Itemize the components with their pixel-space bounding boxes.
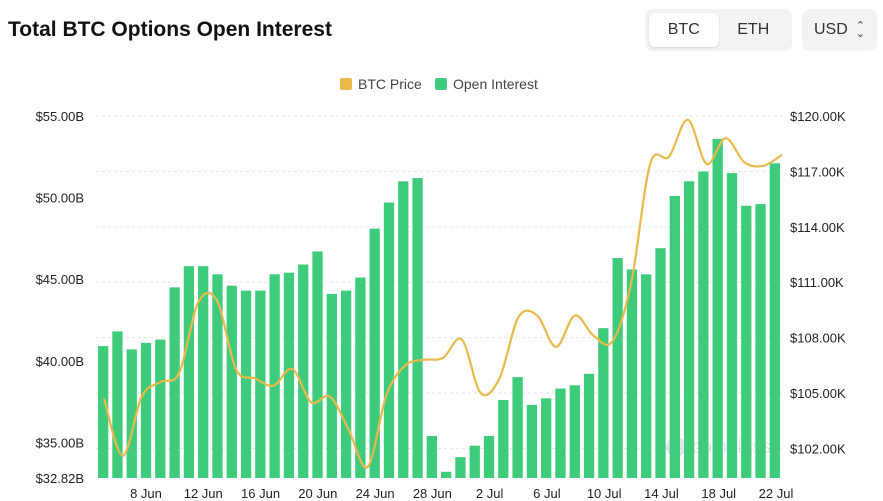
x-tick-10: 18 Jul <box>701 486 736 501</box>
right-tick-5: $105.00K <box>790 386 846 401</box>
bar-open-interest-4[interactable] <box>155 339 166 478</box>
x-tick-8: 10 Jul <box>587 486 622 501</box>
bar-open-interest-43[interactable] <box>712 138 723 478</box>
bar-open-interest-29[interactable] <box>512 377 523 478</box>
bar-open-interest-31[interactable] <box>541 398 552 478</box>
page-title: Total BTC Options Open Interest <box>8 18 332 41</box>
legend-label-btc-price[interactable]: BTC Price <box>358 76 422 92</box>
bar-open-interest-14[interactable] <box>298 264 309 478</box>
bar-open-interest-41[interactable] <box>683 181 695 478</box>
bar-open-interest-28[interactable] <box>498 399 509 478</box>
bar-open-interest-6[interactable] <box>183 266 195 478</box>
bar-open-interest-0[interactable] <box>98 346 109 478</box>
legend-swatch-open-interest <box>435 78 447 90</box>
bar-open-interest-22[interactable] <box>412 178 423 478</box>
chevron-updown-icon: ⌃ ⌄ <box>855 20 865 40</box>
x-tick-7: 6 Jul <box>533 486 561 501</box>
bar-open-interest-10[interactable] <box>240 290 252 478</box>
bar-open-interest-32[interactable] <box>555 388 566 478</box>
bar-open-interest-7[interactable] <box>198 266 209 478</box>
bar-open-interest-21[interactable] <box>398 181 409 478</box>
bar-open-interest-1[interactable] <box>112 331 123 478</box>
bar-open-interest-5[interactable] <box>169 287 180 478</box>
right-tick-0: $120.00K <box>790 109 846 124</box>
right-tick-1: $117.00K <box>790 164 845 179</box>
grid-lines <box>96 115 782 449</box>
bar-open-interest-13[interactable] <box>283 272 295 478</box>
left-tick-4: $35.00B <box>36 435 84 450</box>
bar-open-interest-35[interactable] <box>598 328 609 478</box>
bar-open-interest-42[interactable] <box>698 171 709 478</box>
left-tick-5: $32.82B <box>36 471 84 486</box>
bar-open-interest-34[interactable] <box>583 373 595 478</box>
x-tick-9: 14 Jul <box>644 486 679 501</box>
bar-open-interest-47[interactable] <box>769 163 780 478</box>
right-tick-3: $111.00K <box>790 275 844 290</box>
left-tick-0: $55.00B <box>36 109 84 124</box>
tab-btc[interactable]: BTC <box>649 13 719 47</box>
right-tick-6: $102.00K <box>790 441 846 456</box>
bar-open-interest-15[interactable] <box>312 251 323 478</box>
right-axis: $120.00K $117.00K $114.00K $111.00K $108.00K… <box>790 109 846 456</box>
bar-open-interest-44[interactable] <box>726 173 738 478</box>
x-tick-6: 2 Jul <box>476 486 504 501</box>
bar-open-interest-40[interactable] <box>669 195 680 478</box>
x-tick-3: 20 Jun <box>298 486 337 501</box>
x-tick-0: 8 Jun <box>130 486 162 501</box>
asset-toggle: BTC ETH <box>645 9 792 51</box>
left-axis: $55.00B $50.00B $45.00B $40.00B $35.00B $32.8… <box>36 109 84 486</box>
currency-select[interactable]: USD ⌃ ⌄ <box>802 9 877 51</box>
bar-open-interest-12[interactable] <box>269 274 280 478</box>
bar-open-interest-9[interactable] <box>226 285 237 478</box>
bar-open-interest-3[interactable] <box>140 342 152 478</box>
currency-value: USD <box>814 21 848 38</box>
left-tick-1: $50.00B <box>36 191 84 206</box>
bar-open-interest-20[interactable] <box>383 202 395 479</box>
bar-open-interest-8[interactable] <box>212 274 223 478</box>
bar-open-interest-36[interactable] <box>612 257 623 478</box>
bar-open-interest-23[interactable] <box>426 435 437 478</box>
x-tick-5: 28 Jun <box>413 486 452 501</box>
btc-price-line[interactable] <box>102 118 783 469</box>
legend-label-open-interest[interactable]: Open Interest <box>453 76 538 92</box>
x-tick-1: 12 Jun <box>184 486 223 501</box>
bar-open-interest-25[interactable] <box>455 457 466 478</box>
bar-open-interest-46[interactable] <box>755 204 766 478</box>
legend: BTC Price Open Interest <box>340 76 538 92</box>
line-series <box>102 118 783 469</box>
bar-open-interest-30[interactable] <box>526 404 538 478</box>
tab-eth[interactable]: ETH <box>737 21 770 38</box>
bar-open-interest-16[interactable] <box>326 293 337 478</box>
left-tick-3: $40.00B <box>36 354 84 369</box>
bar-open-interest-2[interactable] <box>126 349 137 478</box>
bar-open-interest-19[interactable] <box>369 228 380 478</box>
x-axis: 8 Jun 12 Jun 16 Jun 20 Jun 24 Jun 28 Jun 2 Jul… <box>130 486 793 501</box>
x-tick-4: 24 Jun <box>356 486 395 501</box>
bar-open-interest-24[interactable] <box>441 471 452 478</box>
bar-series <box>98 138 780 479</box>
bar-open-interest-18[interactable] <box>355 277 366 478</box>
left-tick-2: $45.00B <box>36 272 84 287</box>
x-tick-11: 22 Jul <box>759 486 794 501</box>
bar-open-interest-39[interactable] <box>655 248 666 478</box>
right-tick-2: $114.00K <box>790 220 845 235</box>
bar-open-interest-38[interactable] <box>641 274 652 478</box>
bar-open-interest-37[interactable] <box>626 269 638 478</box>
bar-open-interest-33[interactable] <box>569 385 580 478</box>
bar-open-interest-27[interactable] <box>483 435 495 478</box>
bar-open-interest-45[interactable] <box>741 205 752 478</box>
bar-open-interest-11[interactable] <box>255 290 266 478</box>
bar-open-interest-26[interactable] <box>469 445 480 478</box>
x-tick-2: 16 Jun <box>241 486 280 501</box>
legend-swatch-btc-price <box>340 78 352 90</box>
right-tick-4: $108.00K <box>790 331 846 346</box>
bar-open-interest-17[interactable] <box>340 290 352 478</box>
